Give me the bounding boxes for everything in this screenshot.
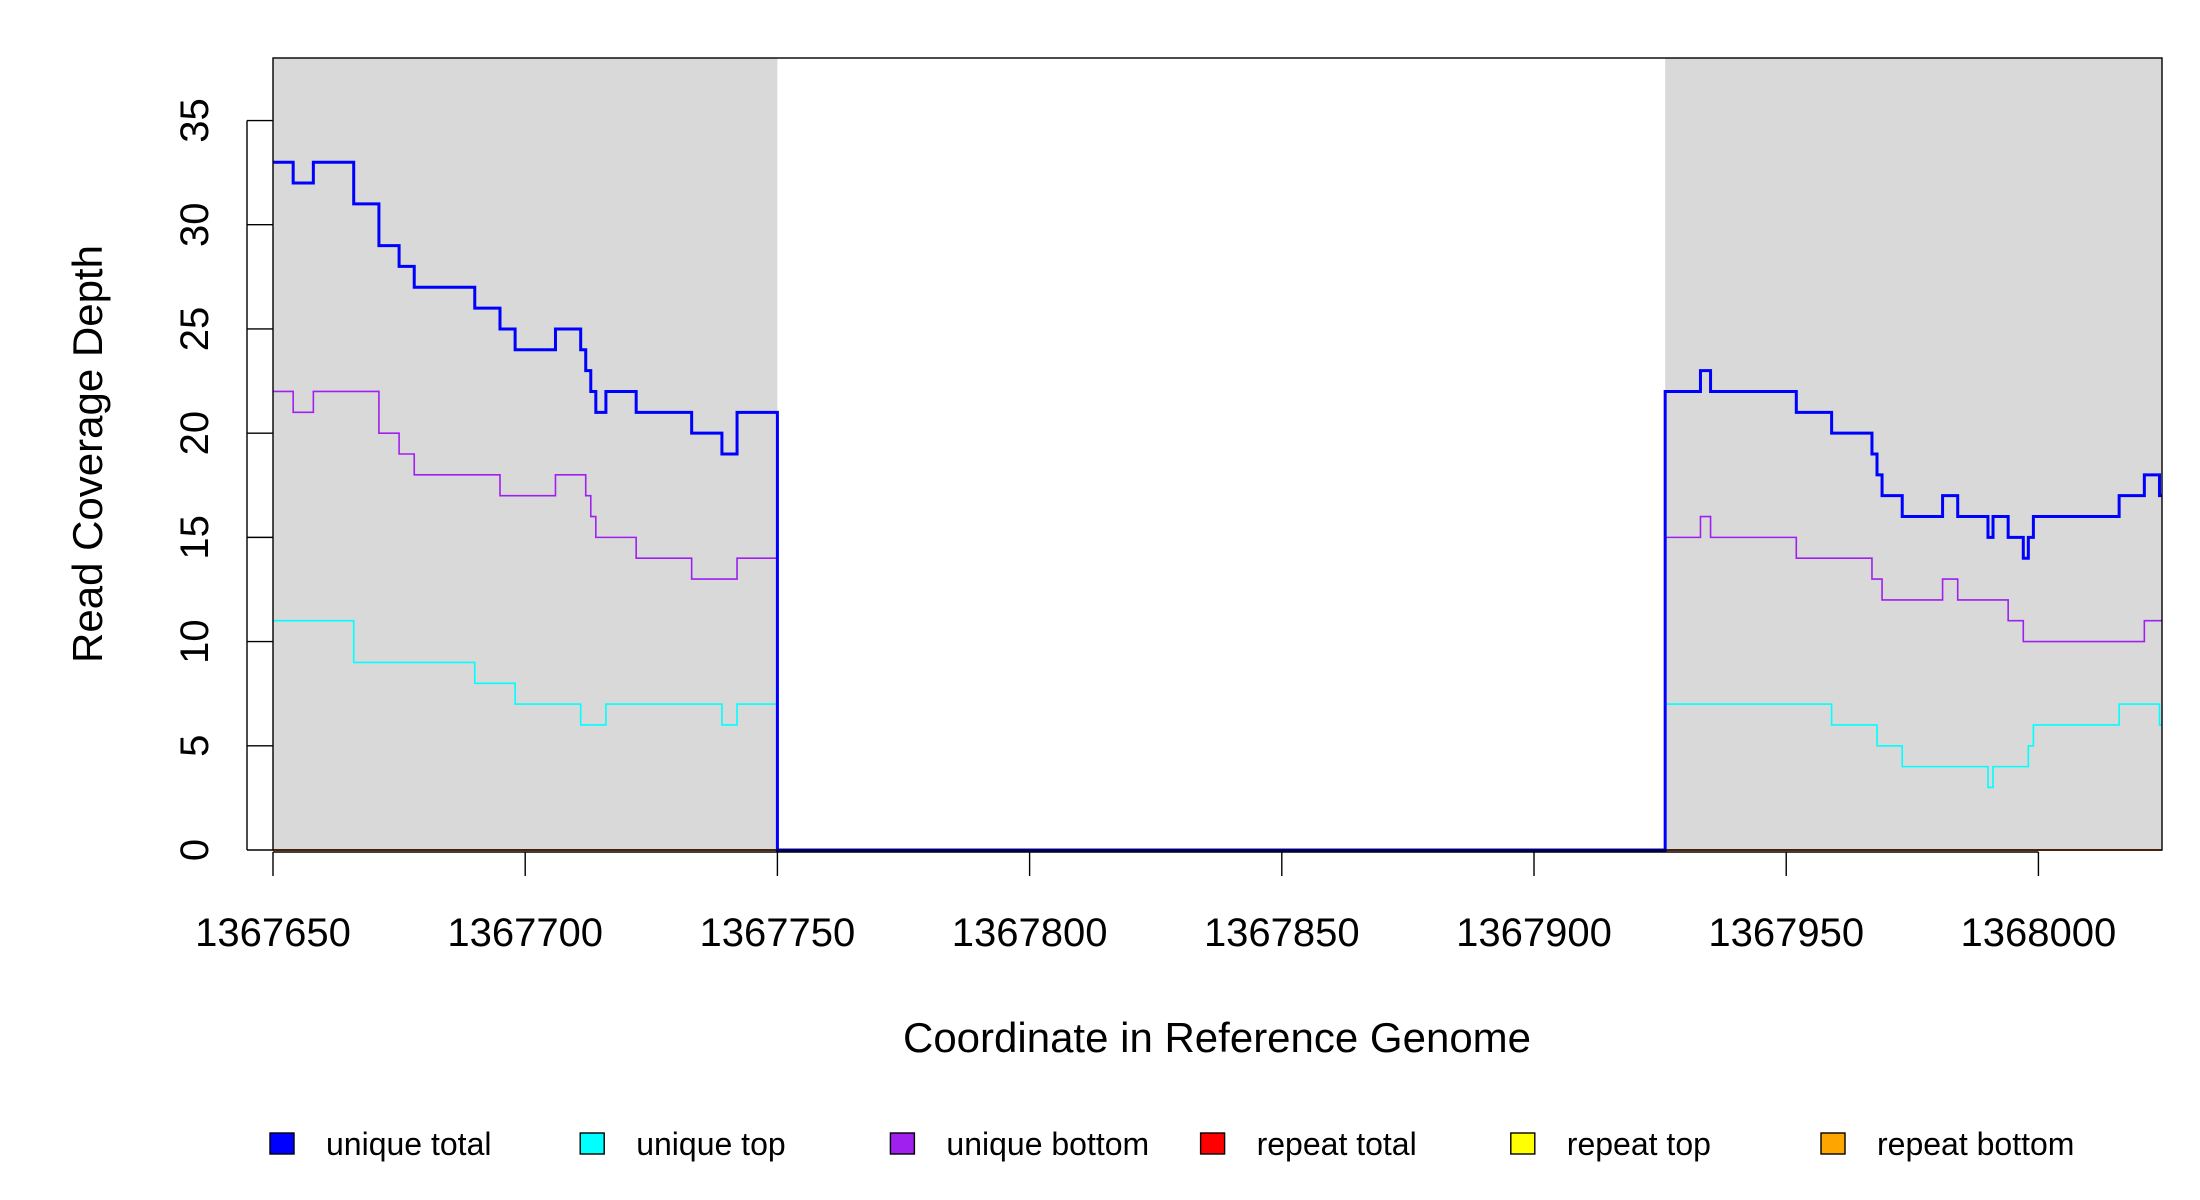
- x-tick-label: 1367700: [447, 911, 603, 955]
- shaded-regions: [273, 58, 2162, 850]
- legend-item-unique-top: unique top: [579, 1126, 786, 1162]
- legend-item-unique-total: unique total: [269, 1126, 491, 1162]
- x-tick-label: 1367650: [195, 911, 351, 955]
- y-tick-label: 0: [173, 839, 217, 861]
- x-axis-label: Coordinate in Reference Genome: [903, 1014, 1531, 1061]
- shaded-region-1: [1665, 58, 2162, 850]
- y-tick-label: 20: [173, 411, 217, 456]
- x-tick-label: 1368000: [1961, 911, 2117, 955]
- legend-swatch: [269, 1132, 295, 1155]
- shaded-region-0: [273, 58, 778, 850]
- legend-swatch: [1199, 1132, 1226, 1155]
- legend-swatch: [1820, 1132, 1846, 1155]
- y-axis-label: Read Coverage Depth: [64, 245, 111, 663]
- legend-label: repeat total: [1257, 1126, 1417, 1162]
- x-tick-label: 1367750: [700, 911, 856, 955]
- legend-label: repeat top: [1567, 1126, 1711, 1162]
- x-tick-label: 1367800: [952, 911, 1108, 955]
- y-axis: 0 5 10 15 20 25 30 35: [173, 98, 273, 861]
- x-axis: 1367650 1367700 1367750 1367800 1367850 13679…: [195, 851, 2117, 955]
- legend: unique total unique top unique bottom repea…: [269, 1126, 2074, 1162]
- y-tick-label: 35: [173, 98, 217, 142]
- legend-item-repeat-top: repeat top: [1510, 1126, 1711, 1162]
- legend-swatch: [579, 1132, 605, 1155]
- y-tick-label: 25: [173, 307, 217, 352]
- legend-item-repeat-total: repeat total: [1199, 1126, 1417, 1162]
- legend-label: unique top: [636, 1126, 785, 1162]
- series-line-unique-top: [273, 619, 2162, 851]
- legend-item-repeat-bottom: repeat bottom: [1820, 1126, 2074, 1162]
- y-tick-label: 15: [173, 515, 217, 560]
- y-tick-label: 10: [173, 619, 217, 664]
- y-tick-label: 5: [173, 735, 217, 757]
- legend-swatch: [889, 1132, 916, 1155]
- legend-label: unique bottom: [946, 1126, 1149, 1162]
- legend-swatch: [1510, 1132, 1536, 1155]
- x-tick-label: 1367950: [1708, 911, 1864, 955]
- legend-label: repeat bottom: [1877, 1126, 2074, 1162]
- series-line-unique-bottom: [273, 390, 2162, 851]
- legend-item-unique-bottom: unique bottom: [889, 1126, 1149, 1162]
- x-tick-label: 1367900: [1456, 911, 1612, 955]
- y-tick-label: 30: [173, 202, 217, 247]
- plot-frame: [272, 57, 2163, 851]
- x-tick-label: 1367850: [1204, 911, 1360, 955]
- legend-label: unique total: [326, 1126, 491, 1162]
